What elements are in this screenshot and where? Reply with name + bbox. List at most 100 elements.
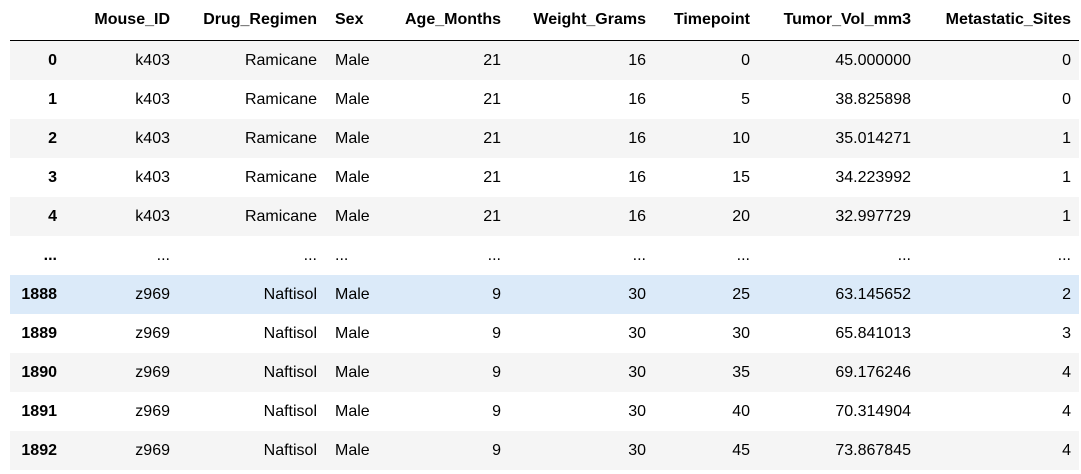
row-index: 0 bbox=[48, 52, 57, 69]
cell-tumor-vol: 35.014271 bbox=[835, 130, 911, 147]
cell-drug-regimen: Naftisol bbox=[263, 325, 317, 342]
row-index: 1889 bbox=[21, 325, 57, 342]
cell-tumor-vol: 65.841013 bbox=[835, 325, 911, 342]
cell-metastatic-sites: 4 bbox=[1062, 364, 1071, 381]
cell-weight-grams: 16 bbox=[628, 169, 646, 186]
cell-tumor-vol: 34.223992 bbox=[835, 169, 911, 186]
cell-timepoint: 35 bbox=[732, 364, 750, 381]
row-index: 4 bbox=[48, 208, 57, 225]
table-row[interactable]: 1890 z969 Naftisol Male 9 30 35 69.176246 4 bbox=[10, 353, 1079, 392]
header-tumor-vol: Tumor_Vol_mm3 bbox=[758, 0, 919, 41]
cell-mouse-id: z969 bbox=[135, 364, 170, 381]
table-row[interactable]: ........................... bbox=[10, 236, 1079, 275]
cell-weight-grams: 30 bbox=[628, 442, 646, 459]
cell-tumor-vol: 32.997729 bbox=[835, 208, 911, 225]
row-index: 2 bbox=[48, 130, 57, 147]
cell-sex: Male bbox=[335, 91, 370, 108]
header-age-months: Age_Months bbox=[383, 0, 509, 41]
header-timepoint: Timepoint bbox=[654, 0, 758, 41]
cell-drug-regimen: Ramicane bbox=[244, 130, 317, 147]
cell-sex: Male bbox=[335, 208, 370, 225]
cell-mouse-id: k403 bbox=[135, 169, 170, 186]
cell-timepoint: 45 bbox=[732, 442, 750, 459]
cell-metastatic-sites: 4 bbox=[1062, 442, 1071, 459]
cell-drug-regimen: Ramicane bbox=[244, 208, 317, 225]
cell-tumor-vol: 63.145652 bbox=[835, 286, 911, 303]
row-index: 1888 bbox=[21, 286, 57, 303]
cell-sex: Male bbox=[335, 169, 370, 186]
cell-mouse-id: k403 bbox=[135, 91, 170, 108]
table-header: Mouse_ID Drug_Regimen Sex Age_Months Wei… bbox=[10, 0, 1079, 41]
row-index: 1891 bbox=[21, 403, 57, 420]
cell-metastatic-sites: 1 bbox=[1062, 130, 1071, 147]
cell-metastatic-sites: ... bbox=[1057, 247, 1071, 264]
cell-age-months: 9 bbox=[492, 442, 501, 459]
cell-mouse-id: k403 bbox=[135, 208, 170, 225]
row-index: ... bbox=[43, 247, 57, 264]
cell-age-months: 21 bbox=[483, 130, 501, 147]
header-sex: Sex bbox=[325, 0, 383, 41]
cell-tumor-vol: 45.000000 bbox=[835, 52, 911, 69]
header-mouse-id: Mouse_ID bbox=[65, 0, 178, 41]
table-row[interactable]: 3 k403 Ramicane Male 21 16 15 34.223992 1 bbox=[10, 158, 1079, 197]
cell-weight-grams: ... bbox=[632, 247, 646, 264]
cell-age-months: 21 bbox=[483, 208, 501, 225]
table-row[interactable]: 1888 z969 Naftisol Male 9 30 25 63.145652 2 bbox=[10, 275, 1079, 314]
cell-tumor-vol: 38.825898 bbox=[835, 91, 911, 108]
cell-metastatic-sites: 0 bbox=[1062, 91, 1071, 108]
table-row[interactable]: 1891 z969 Naftisol Male 9 30 40 70.314904 4 bbox=[10, 392, 1079, 431]
dataframe-table: Mouse_ID Drug_Regimen Sex Age_Months Wei… bbox=[10, 0, 1079, 470]
cell-weight-grams: 16 bbox=[628, 91, 646, 108]
cell-weight-grams: 30 bbox=[628, 403, 646, 420]
cell-timepoint: ... bbox=[736, 247, 750, 264]
table-row[interactable]: 1 k403 Ramicane Male 21 16 5 38.825898 0 bbox=[10, 80, 1079, 119]
table-row[interactable]: 4 k403 Ramicane Male 21 16 20 32.997729 1 bbox=[10, 197, 1079, 236]
cell-drug-regimen: Naftisol bbox=[263, 364, 317, 381]
cell-metastatic-sites: 3 bbox=[1062, 325, 1071, 342]
cell-weight-grams: 16 bbox=[628, 208, 646, 225]
cell-metastatic-sites: 1 bbox=[1062, 208, 1071, 225]
cell-timepoint: 10 bbox=[732, 130, 750, 147]
table-body: 0 k403 Ramicane Male 21 16 0 45.000000 0 1 k403 Ram… bbox=[10, 40, 1079, 470]
cell-age-months: 9 bbox=[492, 364, 501, 381]
cell-mouse-id: k403 bbox=[135, 130, 170, 147]
cell-drug-regimen: Ramicane bbox=[244, 52, 317, 69]
header-drug-regimen: Drug_Regimen bbox=[178, 0, 325, 41]
cell-drug-regimen: Naftisol bbox=[263, 442, 317, 459]
cell-timepoint: 0 bbox=[741, 52, 750, 69]
cell-sex: Male bbox=[335, 52, 370, 69]
cell-timepoint: 40 bbox=[732, 403, 750, 420]
cell-timepoint: 20 bbox=[732, 208, 750, 225]
cell-weight-grams: 30 bbox=[628, 286, 646, 303]
cell-drug-regimen: Ramicane bbox=[244, 169, 317, 186]
cell-weight-grams: 16 bbox=[628, 130, 646, 147]
cell-age-months: 21 bbox=[483, 52, 501, 69]
cell-age-months: 9 bbox=[492, 325, 501, 342]
cell-drug-regimen: Naftisol bbox=[263, 403, 317, 420]
table-row[interactable]: 1892 z969 Naftisol Male 9 30 45 73.867845 4 bbox=[10, 431, 1079, 470]
cell-tumor-vol: 69.176246 bbox=[835, 364, 911, 381]
cell-sex: Male bbox=[335, 286, 370, 303]
cell-weight-grams: 30 bbox=[628, 325, 646, 342]
cell-sex: ... bbox=[335, 247, 349, 264]
cell-tumor-vol: 70.314904 bbox=[835, 403, 911, 420]
cell-sex: Male bbox=[335, 442, 370, 459]
header-weight-grams: Weight_Grams bbox=[509, 0, 654, 41]
cell-tumor-vol: ... bbox=[897, 247, 911, 264]
cell-sex: Male bbox=[335, 403, 370, 420]
cell-timepoint: 5 bbox=[741, 91, 750, 108]
cell-mouse-id: z969 bbox=[135, 442, 170, 459]
cell-drug-regimen: Naftisol bbox=[263, 286, 317, 303]
cell-age-months: ... bbox=[487, 247, 501, 264]
cell-sex: Male bbox=[335, 364, 370, 381]
row-index: 1890 bbox=[21, 364, 57, 381]
table-row[interactable]: 1889 z969 Naftisol Male 9 30 30 65.841013 3 bbox=[10, 314, 1079, 353]
table-row[interactable]: 0 k403 Ramicane Male 21 16 0 45.000000 0 bbox=[10, 40, 1079, 80]
cell-age-months: 21 bbox=[483, 91, 501, 108]
table-row[interactable]: 2 k403 Ramicane Male 21 16 10 35.014271 1 bbox=[10, 119, 1079, 158]
cell-metastatic-sites: 4 bbox=[1062, 403, 1071, 420]
cell-mouse-id: z969 bbox=[135, 403, 170, 420]
cell-age-months: 21 bbox=[483, 169, 501, 186]
cell-weight-grams: 30 bbox=[628, 364, 646, 381]
cell-drug-regimen: ... bbox=[303, 247, 317, 264]
